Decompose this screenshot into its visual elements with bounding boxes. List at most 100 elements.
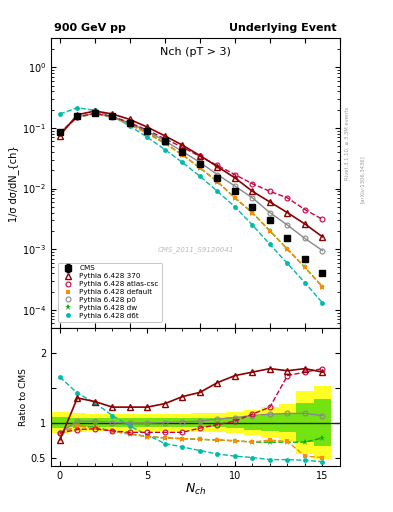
Text: Underlying Event: Underlying Event <box>230 23 337 33</box>
Pythia 6.428 atlas-csc <box>92 110 97 116</box>
Line: Pythia 6.428 default: Pythia 6.428 default <box>57 112 325 289</box>
Text: 900 GeV pp: 900 GeV pp <box>54 23 126 33</box>
Pythia 6.428 default <box>92 111 97 117</box>
Pythia 6.428 370 <box>127 116 132 122</box>
Pythia 6.428 dw <box>110 114 115 120</box>
Pythia 6.428 dw <box>303 264 307 270</box>
Pythia 6.428 p0 <box>215 172 220 178</box>
Pythia 6.428 d6t <box>180 159 185 165</box>
Pythia 6.428 p0 <box>92 110 97 116</box>
Pythia 6.428 p0 <box>110 114 115 120</box>
Pythia 6.428 d6t <box>250 222 255 228</box>
Y-axis label: 1/σ dσ/dN_{ch}: 1/σ dσ/dN_{ch} <box>8 145 19 222</box>
Pythia 6.428 d6t <box>92 108 97 114</box>
Pythia 6.428 p0 <box>268 209 272 216</box>
Pythia 6.428 dw <box>163 140 167 146</box>
Pythia 6.428 dw <box>127 121 132 127</box>
Pythia 6.428 dw <box>57 130 62 136</box>
Pythia 6.428 d6t <box>215 188 220 195</box>
Pythia 6.428 default <box>180 152 185 158</box>
Pythia 6.428 p0 <box>320 247 325 253</box>
Pythia 6.428 p0 <box>57 130 62 136</box>
Pythia 6.428 d6t <box>268 241 272 247</box>
Pythia 6.428 atlas-csc <box>57 130 62 136</box>
Pythia 6.428 p0 <box>75 114 80 120</box>
Pythia 6.428 dw <box>215 179 220 185</box>
Pythia 6.428 atlas-csc <box>198 153 202 159</box>
Text: [arXiv:1306.3436]: [arXiv:1306.3436] <box>360 155 365 203</box>
Pythia 6.428 p0 <box>163 138 167 144</box>
Pythia 6.428 atlas-csc <box>180 144 185 151</box>
Pythia 6.428 dw <box>180 152 185 158</box>
Pythia 6.428 atlas-csc <box>268 188 272 195</box>
Pythia 6.428 p0 <box>233 183 237 189</box>
Pythia 6.428 d6t <box>320 300 325 306</box>
Pythia 6.428 370 <box>57 133 62 139</box>
Pythia 6.428 default <box>320 284 325 290</box>
Pythia 6.428 default <box>57 130 62 136</box>
Pythia 6.428 default <box>233 195 237 201</box>
Pythia 6.428 atlas-csc <box>145 127 150 133</box>
Text: Rivet 3.1.10, ≥ 3.3M events: Rivet 3.1.10, ≥ 3.3M events <box>345 106 350 180</box>
Text: CMS_2011_S9120041: CMS_2011_S9120041 <box>157 246 234 253</box>
Pythia 6.428 370 <box>303 221 307 227</box>
Pythia 6.428 default <box>268 228 272 234</box>
Pythia 6.428 dw <box>198 165 202 171</box>
Pythia 6.428 d6t <box>75 105 80 111</box>
Pythia 6.428 d6t <box>285 261 290 267</box>
Pythia 6.428 atlas-csc <box>75 114 80 120</box>
Pythia 6.428 p0 <box>250 195 255 201</box>
Pythia 6.428 p0 <box>303 236 307 242</box>
Pythia 6.428 p0 <box>127 120 132 126</box>
Pythia 6.428 default <box>215 179 220 185</box>
Pythia 6.428 370 <box>92 108 97 114</box>
Pythia 6.428 d6t <box>233 204 237 210</box>
Pythia 6.428 atlas-csc <box>215 162 220 168</box>
Pythia 6.428 dw <box>145 130 150 136</box>
Pythia 6.428 atlas-csc <box>303 206 307 212</box>
Pythia 6.428 p0 <box>145 128 150 134</box>
Pythia 6.428 atlas-csc <box>233 172 237 178</box>
Line: Pythia 6.428 d6t: Pythia 6.428 d6t <box>57 105 325 305</box>
Line: Pythia 6.428 atlas-csc: Pythia 6.428 atlas-csc <box>57 111 325 222</box>
Pythia 6.428 default <box>145 131 150 137</box>
Pythia 6.428 dw <box>268 228 272 234</box>
Pythia 6.428 dw <box>233 195 237 201</box>
Pythia 6.428 370 <box>145 124 150 130</box>
Pythia 6.428 d6t <box>303 280 307 286</box>
Pythia 6.428 p0 <box>180 148 185 155</box>
Line: Pythia 6.428 p0: Pythia 6.428 p0 <box>57 111 325 253</box>
Pythia 6.428 370 <box>215 163 220 169</box>
Pythia 6.428 default <box>250 209 255 216</box>
Pythia 6.428 atlas-csc <box>320 216 325 222</box>
Pythia 6.428 dw <box>320 284 325 290</box>
X-axis label: $N_{ch}$: $N_{ch}$ <box>185 482 206 497</box>
Pythia 6.428 370 <box>110 111 115 117</box>
Pythia 6.428 370 <box>250 188 255 195</box>
Pythia 6.428 default <box>303 264 307 270</box>
Legend: CMS, Pythia 6.428 370, Pythia 6.428 atlas-csc, Pythia 6.428 default, Pythia 6.42: CMS, Pythia 6.428 370, Pythia 6.428 atla… <box>58 263 162 322</box>
Text: Nch (pT > 3): Nch (pT > 3) <box>160 47 231 57</box>
Pythia 6.428 dw <box>250 209 255 216</box>
Pythia 6.428 dw <box>92 111 97 117</box>
Pythia 6.428 default <box>127 122 132 128</box>
Pythia 6.428 370 <box>198 153 202 159</box>
Pythia 6.428 p0 <box>285 222 290 228</box>
Pythia 6.428 370 <box>163 133 167 139</box>
Y-axis label: Ratio to CMS: Ratio to CMS <box>19 368 28 426</box>
Pythia 6.428 370 <box>180 142 185 148</box>
Pythia 6.428 atlas-csc <box>127 120 132 126</box>
Pythia 6.428 d6t <box>198 173 202 179</box>
Pythia 6.428 atlas-csc <box>163 136 167 142</box>
Pythia 6.428 atlas-csc <box>285 195 290 201</box>
Pythia 6.428 atlas-csc <box>250 181 255 187</box>
Pythia 6.428 d6t <box>145 134 150 140</box>
Pythia 6.428 d6t <box>127 123 132 129</box>
Pythia 6.428 d6t <box>57 111 62 117</box>
Pythia 6.428 370 <box>233 175 237 181</box>
Line: Pythia 6.428 370: Pythia 6.428 370 <box>57 108 325 240</box>
Pythia 6.428 default <box>285 246 290 252</box>
Pythia 6.428 default <box>75 114 80 120</box>
Pythia 6.428 370 <box>320 233 325 240</box>
Pythia 6.428 370 <box>75 112 80 118</box>
